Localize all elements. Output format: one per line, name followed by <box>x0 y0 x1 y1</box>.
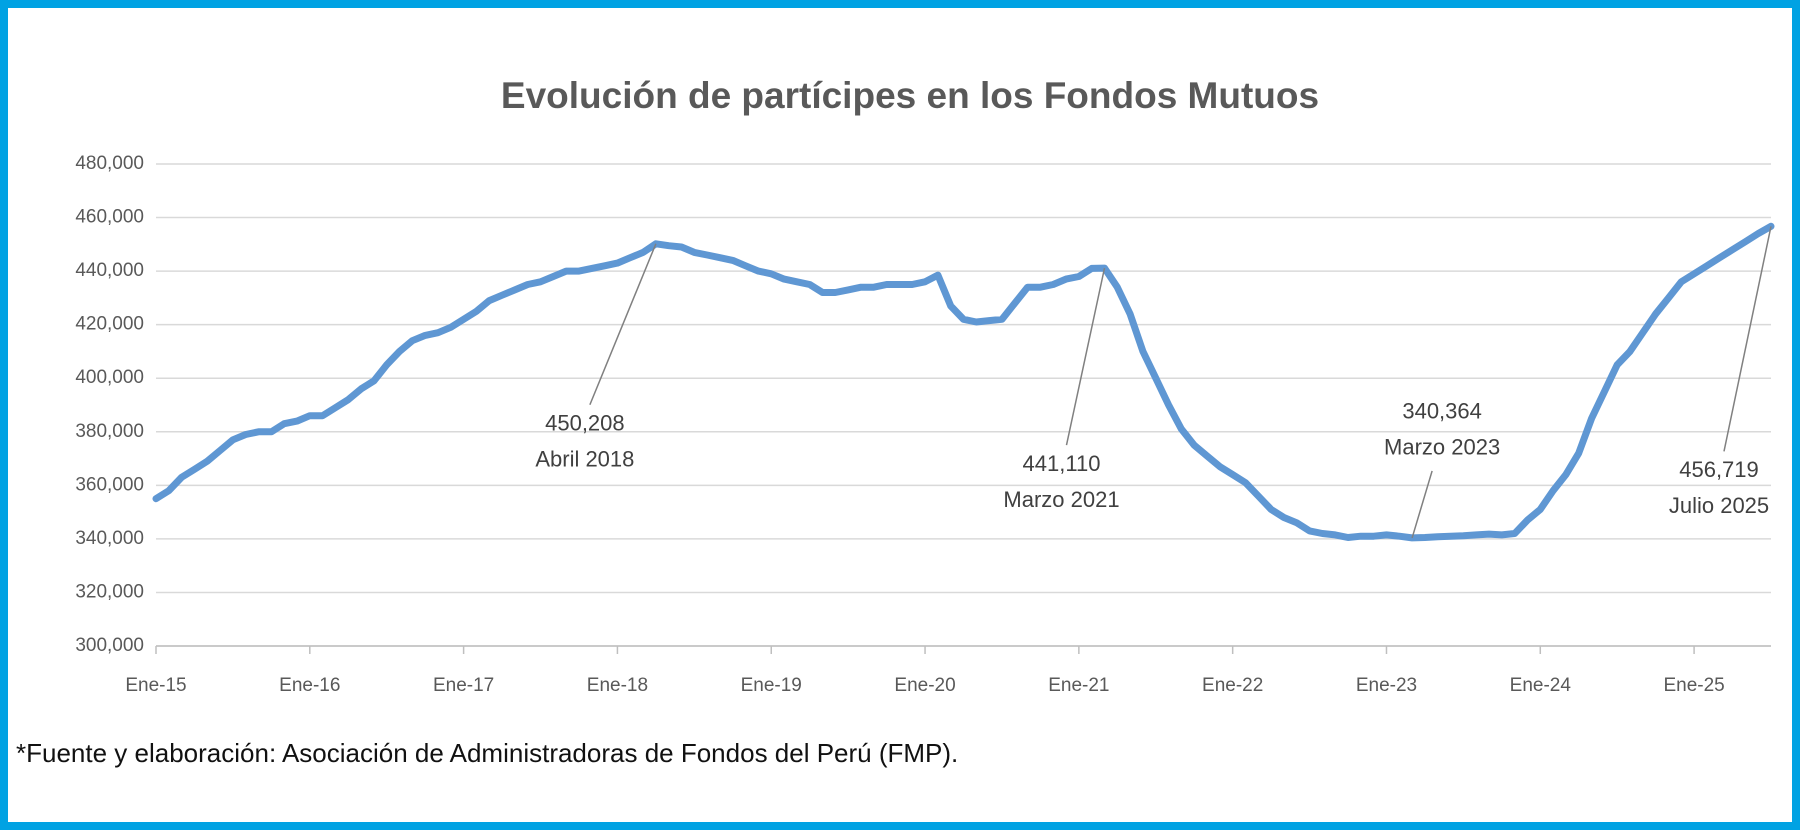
x-tick-label: Ene-15 <box>125 675 186 696</box>
x-tick-label: Ene-17 <box>433 675 494 696</box>
data-line <box>152 222 1775 542</box>
annotation-leader <box>589 243 657 406</box>
y-tick-label: 380,000 <box>75 421 144 442</box>
x-tick-label: Ene-23 <box>1356 675 1417 696</box>
annotation-leader <box>1411 470 1433 539</box>
x-tick-label: Ene-18 <box>587 675 648 696</box>
y-tick-label: 320,000 <box>75 581 144 602</box>
annotation-leader <box>1065 267 1106 446</box>
x-tick-label: Ene-24 <box>1510 675 1572 696</box>
x-tick-label: Ene-25 <box>1663 675 1724 696</box>
annotation-value: 441,110 <box>1023 451 1101 476</box>
annotation-value: 456,719 <box>1679 457 1759 482</box>
y-tick-label: 460,000 <box>75 207 144 228</box>
x-tick-label: Ene-16 <box>279 675 340 696</box>
y-tick-label: 480,000 <box>75 153 144 174</box>
y-tick-label: 300,000 <box>75 635 144 656</box>
annotation-value: 450,208 <box>545 411 625 436</box>
annotation-date: Marzo 2023 <box>1384 435 1500 460</box>
y-tick-label: 340,000 <box>75 528 144 549</box>
y-tick-label: 360,000 <box>75 474 144 495</box>
y-tick-label: 400,000 <box>75 367 144 388</box>
chart-title: Evolución de partícipes en los Fondos Mu… <box>501 75 1319 116</box>
annotation-date: Marzo 2021 <box>1003 487 1119 512</box>
y-tick-label: 440,000 <box>75 260 144 281</box>
source-note: *Fuente y elaboración: Asociación de Adm… <box>16 738 958 768</box>
y-tick-label: 420,000 <box>75 314 144 335</box>
annotation-value: 340,364 <box>1402 399 1482 424</box>
x-tick-label: Ene-21 <box>1048 675 1109 696</box>
annotation-date: Julio 2025 <box>1669 493 1769 518</box>
x-tick-label: Ene-19 <box>741 675 802 696</box>
annotation-date: Abril 2018 <box>535 447 634 472</box>
annotation-leader <box>1723 226 1772 452</box>
x-tick-label: Ene-22 <box>1202 675 1263 696</box>
x-tick-label: Ene-20 <box>894 675 955 696</box>
